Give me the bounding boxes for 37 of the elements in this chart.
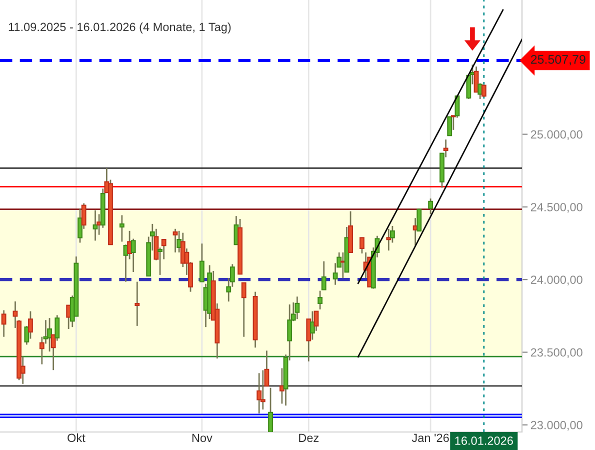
- y-tick-label: 24.000,00: [530, 276, 582, 286]
- candlestick: [481, 84, 486, 98]
- candlestick: [54, 314, 60, 342]
- candlestick: [47, 317, 52, 352]
- candlestick: [172, 228, 178, 254]
- text: 11.09.2025 - 16.01.2026 (4 Monate, 1 Tag): [8, 22, 231, 34]
- candlestick: [428, 198, 434, 215]
- candlestick: [447, 116, 452, 136]
- candlestick: [78, 208, 82, 244]
- x-tick-label: Okt: [68, 433, 86, 442]
- x-tick-label: Nov: [192, 434, 212, 442]
- y-tick-label: 23.500,00: [530, 348, 582, 358]
- x-tick-label: Dez: [299, 434, 319, 442]
- candlestick: [199, 242, 204, 282]
- candlestick: [294, 296, 300, 320]
- ref-line-label: 16.01.2026: [455, 436, 513, 445]
- candlestick: [386, 228, 392, 252]
- candlestick: [260, 370, 266, 410]
- candlestick: [1, 310, 6, 338]
- candlestick: [318, 290, 323, 310]
- candlestick: [158, 246, 162, 276]
- y-tick-label: 25.000,00: [530, 130, 582, 140]
- candlestick: [443, 138, 448, 158]
- candlestick: [134, 281, 140, 327]
- candlestick: [340, 252, 346, 279]
- candlestick: [310, 310, 315, 340]
- y-tick-label: 23.000,00: [530, 420, 582, 431]
- candlestick: [256, 372, 262, 414]
- x-tick-label: Jan '26: [412, 434, 449, 442]
- candlestick: [161, 238, 166, 260]
- y-tick-label: 24.500,00: [530, 202, 582, 213]
- ref-line-label: 25.507,79: [530, 54, 586, 66]
- candlestick: [360, 237, 364, 254]
- candlestick: [241, 282, 246, 338]
- candlestick: [119, 214, 124, 242]
- candlestick: [321, 260, 326, 290]
- candlestick: [92, 210, 98, 242]
